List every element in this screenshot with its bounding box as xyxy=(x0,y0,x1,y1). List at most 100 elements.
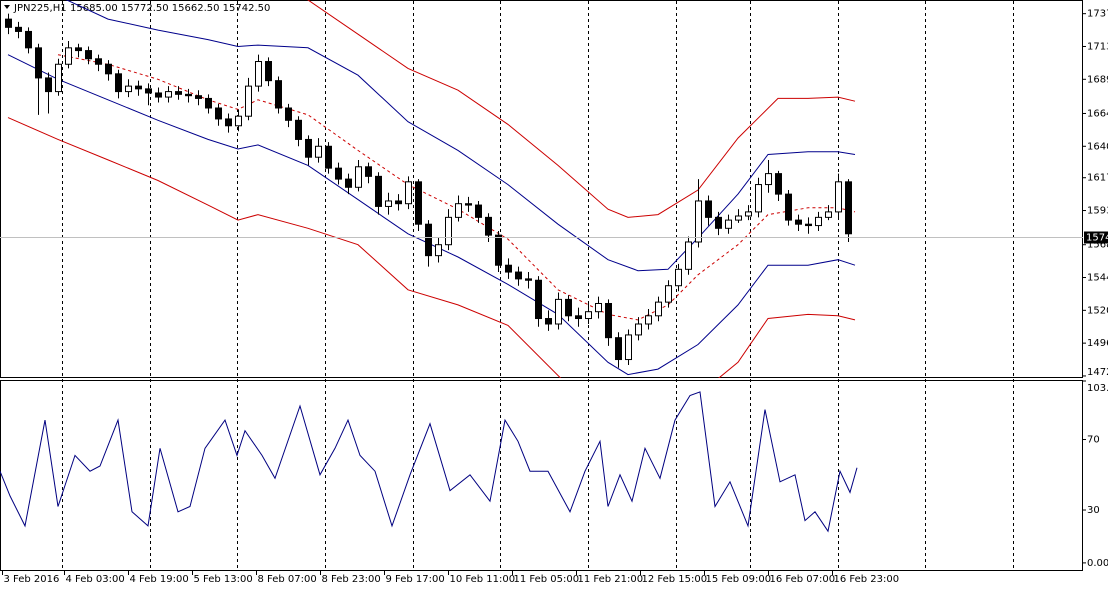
chart-subtitle: 15685.00 15772.50 15662.50 15742.50 xyxy=(70,3,270,14)
candle-body xyxy=(695,200,702,243)
candle-body xyxy=(5,18,12,28)
candle-body xyxy=(835,181,842,213)
candle-body xyxy=(585,311,592,320)
y-tick-label: 1664 xyxy=(1087,108,1108,119)
candle-body xyxy=(735,215,742,221)
candle-body xyxy=(265,61,272,82)
main-panel xyxy=(0,0,1083,378)
candle-body xyxy=(245,85,252,117)
candle-body xyxy=(745,211,752,217)
x-tick-label: 3 Feb 2016 xyxy=(4,574,60,585)
candle-body xyxy=(485,216,492,236)
candle-body xyxy=(815,216,822,227)
candle-body xyxy=(785,193,792,221)
candle-body xyxy=(195,95,202,99)
y-tick-label: 70 xyxy=(1087,435,1100,446)
candle-body xyxy=(555,298,562,325)
candle-body xyxy=(685,241,692,270)
candle-body xyxy=(105,63,112,75)
candle-body xyxy=(565,298,572,317)
x-tick-label: 8 Feb 07:00 xyxy=(258,574,317,585)
candle-body xyxy=(315,145,322,158)
x-tick-label: 11 Feb 21:00 xyxy=(578,574,644,585)
x-tick-label: 4 Feb 03:00 xyxy=(66,574,125,585)
candle-body xyxy=(215,107,222,120)
candle-body xyxy=(235,115,242,127)
candle-body xyxy=(425,223,432,257)
candle-body xyxy=(175,91,182,95)
candle-body xyxy=(225,118,232,127)
candle-body xyxy=(25,30,32,49)
candle-body xyxy=(285,107,292,121)
line-series xyxy=(307,0,856,218)
candle-body xyxy=(765,173,772,186)
x-tick-label: 11 Feb 05:00 xyxy=(514,574,580,585)
candle-body xyxy=(545,318,552,325)
candle-body xyxy=(165,91,172,98)
y-tick-label: 1544 xyxy=(1087,273,1108,284)
y-tick-label: 1737 xyxy=(1087,9,1108,20)
candle-body xyxy=(125,85,132,93)
candle-body xyxy=(705,200,712,218)
candle-body xyxy=(145,88,152,94)
candle-body xyxy=(525,278,532,281)
x-tick-label: 12 Feb 15:00 xyxy=(642,574,708,585)
candle-body xyxy=(625,334,632,361)
candle-body xyxy=(445,216,452,246)
x-tick-label: 9 Feb 17:00 xyxy=(386,574,445,585)
candle-body xyxy=(385,200,392,207)
candle-body xyxy=(725,219,732,229)
candle-body xyxy=(275,80,282,109)
candle-body xyxy=(505,264,512,273)
candle-body xyxy=(595,302,602,313)
candle-body xyxy=(355,166,362,188)
last-price-box xyxy=(1084,231,1108,244)
candle-body xyxy=(135,85,142,90)
candle-body xyxy=(115,73,122,93)
candle-body xyxy=(15,26,22,32)
candle-body xyxy=(415,181,422,225)
line-series xyxy=(7,54,856,376)
y-tick-label: 1568 xyxy=(1087,240,1108,251)
candle-body xyxy=(345,178,352,188)
candle-body xyxy=(295,119,302,140)
candle-body xyxy=(395,200,402,205)
candle-body xyxy=(805,223,812,227)
y-tick-label: 1520 xyxy=(1087,305,1108,316)
oscillator-panel xyxy=(0,380,1083,571)
x-tick-label: 16 Feb 23:00 xyxy=(834,574,900,585)
candle-body xyxy=(495,234,502,266)
x-tick-label: 15 Feb 09:00 xyxy=(706,574,772,585)
candle-body xyxy=(655,301,662,317)
x-tick-label: 5 Feb 13:00 xyxy=(194,574,253,585)
y-tick-label: 0.00 xyxy=(1087,558,1108,569)
candle-body xyxy=(305,138,312,158)
candle-body xyxy=(715,216,722,229)
candle-body xyxy=(85,50,92,60)
candle-body xyxy=(75,47,82,52)
line-series xyxy=(57,54,856,321)
candle-body xyxy=(795,219,802,225)
line-series xyxy=(0,391,858,533)
candle-body xyxy=(535,279,542,320)
y-tick-label: 1617 xyxy=(1087,173,1108,184)
y-tick-label: 103.2 xyxy=(1087,383,1108,394)
candle-body xyxy=(155,92,162,98)
candle-body xyxy=(465,203,472,206)
line-series xyxy=(7,117,856,378)
y-tick-label: 1713 xyxy=(1087,41,1108,52)
candle-body xyxy=(435,244,442,257)
y-tick-label: 30 xyxy=(1087,505,1100,516)
candle-body xyxy=(635,323,642,336)
y-tick-label: 1593 xyxy=(1087,206,1108,217)
candle-body xyxy=(65,47,72,65)
candle-body xyxy=(35,47,42,79)
candle-body xyxy=(335,167,342,180)
x-tick-label: 8 Feb 23:00 xyxy=(322,574,381,585)
y-tick-label: 1640 xyxy=(1087,141,1108,152)
candle-body xyxy=(645,315,652,325)
y-tick-label: 1496 xyxy=(1087,338,1108,349)
x-tick-label: 10 Feb 11:00 xyxy=(450,574,516,585)
candle-body xyxy=(255,61,262,87)
